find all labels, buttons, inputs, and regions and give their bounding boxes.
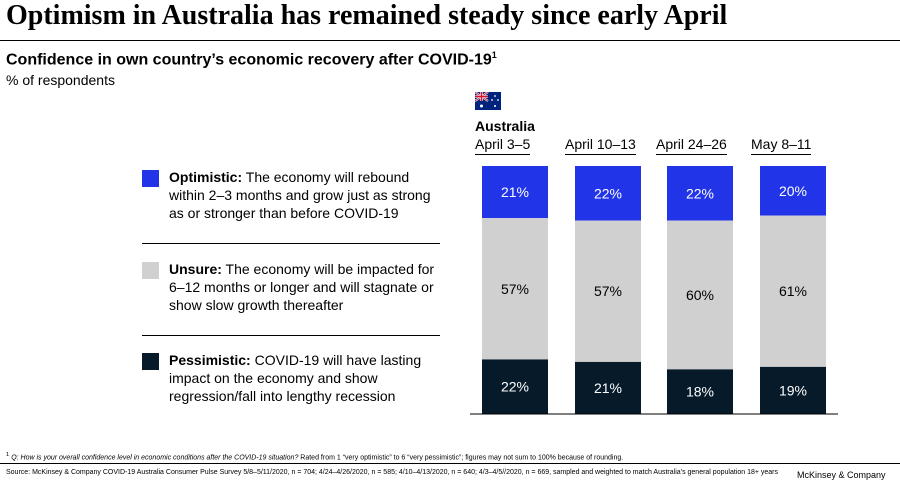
bar-segment-unsure [667,220,733,370]
legend-label-optimistic: Optimistic: [169,169,243,185]
subtitle-footnote-mark: 1 [491,50,497,60]
legend-label-pessimistic: Pessimistic: [169,352,251,368]
bar-segment-optimistic [575,166,641,221]
data-label-unsure: 61% [779,283,807,299]
column-gap [563,166,575,414]
column-gap [748,166,760,414]
data-label-pessimistic: 21% [594,380,622,396]
bar-segment-pessimistic [667,369,733,414]
legend-swatch-unsure [142,262,159,279]
legend-divider [142,243,440,244]
bar-segment-unsure [482,218,548,360]
legend-swatch-pessimistic [142,353,159,370]
subtitle-text: Confidence in own country’s economic rec… [6,51,492,69]
bar-segment-optimistic [482,166,548,219]
legend-text-unsure: Unsure: The economy will be impacted for… [169,260,444,314]
data-label-pessimistic: 22% [501,379,529,395]
period-label-2: April 10–13 [565,136,636,155]
bar-segment-unsure [575,220,641,362]
data-label-unsure: 57% [594,283,622,299]
footnote-mark: 1 [6,452,10,458]
column-gap [655,166,667,414]
source-note: Source: McKinsey & Company COVID-19 Aust… [6,469,778,476]
data-label-optimistic: 22% [686,185,714,201]
period-label-3: April 24–26 [656,136,727,155]
legend-text-optimistic: Optimistic: The economy will rebound wit… [169,168,444,222]
chart-subtitle: Confidence in own country’s economic rec… [6,50,497,69]
column-gap [470,166,482,414]
data-label-pessimistic: 18% [686,384,714,400]
data-label-optimistic: 20% [779,183,807,199]
data-label-unsure: 60% [686,287,714,303]
australia-flag-icon [475,92,501,110]
data-label-optimistic: 22% [594,185,622,201]
title-divider [0,40,900,41]
footnote-text: Rated from 1 “very optimistic” to 6 “ver… [298,454,624,462]
legend-desc-pessimistic: COVID-19 will have lasting impact on the… [169,352,422,404]
data-label-unsure: 57% [501,281,529,297]
legend-text-pessimistic: Pessimistic: COVID-19 will have lasting … [169,351,444,405]
bar-segment-optimistic [760,166,826,216]
bar-segment-pessimistic [575,361,641,414]
legend-desc-unsure: The economy will be impacted for 6–12 mo… [169,261,435,313]
legend-divider [142,335,440,336]
unit-label: % of respondents [6,72,115,88]
bar-segment-unsure [760,215,826,367]
page-title: Optimism in Australia has remained stead… [6,0,728,31]
data-label-optimistic: 21% [501,184,529,200]
legend-label-unsure: Unsure: [169,261,222,277]
legend-swatch-optimistic [142,170,159,187]
period-label-1: April 3–5 [475,136,531,155]
period-label-4: May 8–11 [751,136,812,155]
data-label-pessimistic: 19% [779,382,807,398]
brand-label: McKinsey & Company [797,470,886,480]
footer-divider [0,463,900,464]
footnote-question: Q: How is your overall confidence level … [9,454,299,462]
bar-segment-pessimistic [482,359,548,414]
footnote: 1 Q: How is your overall confidence leve… [6,452,623,461]
bar-segment-pessimistic [760,366,826,414]
country-label: Australia [475,118,535,134]
bar-segment-optimistic [667,166,733,221]
legend-desc-optimistic: The economy will rebound within 2–3 mont… [169,169,431,221]
